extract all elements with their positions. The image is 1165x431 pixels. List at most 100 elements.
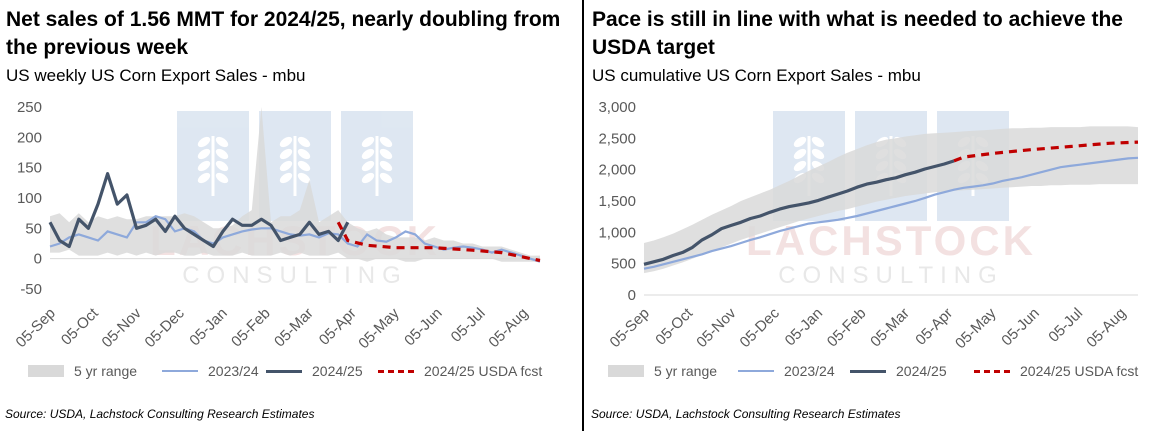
watermark-text: CONSULTING xyxy=(182,262,408,289)
wheat-grain-icon xyxy=(379,136,393,148)
series-line-2024-25-usda-fcst xyxy=(336,221,541,263)
x-tick-label: 05-May xyxy=(952,304,1000,352)
legend-swatch-2023-24 xyxy=(162,370,198,372)
chart-subtitle: US weekly US Corn Export Sales - mbu xyxy=(6,66,306,85)
y-tick-label: 200 xyxy=(17,129,42,146)
y-tick-label: 2,500 xyxy=(598,130,636,147)
chart-subtitle: US cumulative US Corn Export Sales - mbu xyxy=(592,66,921,85)
legend-item-fcst: 2024/25 USDA fcst xyxy=(974,363,1138,379)
legend-swatch-range xyxy=(608,365,644,377)
wheat-grain-icon xyxy=(297,148,311,160)
legend-swatch-range xyxy=(28,365,64,377)
legend-item-fcst: 2024/25 USDA fcst xyxy=(378,363,542,379)
wheat-grain-icon xyxy=(379,160,393,172)
series-line-2024-25-usda-fcst xyxy=(953,140,1139,163)
x-tick-label: 05-Jan xyxy=(186,305,230,349)
legend-swatch-2023-24 xyxy=(738,370,774,372)
legend-item-range: 5 yr range xyxy=(28,363,137,379)
x-tick-label: 05-Sep xyxy=(13,305,59,351)
x-tick-label: 05-Feb xyxy=(228,305,274,351)
chart-title: Net sales of 1.56 MMT for 2024/25, nearl… xyxy=(6,8,561,59)
wheat-grain-icon xyxy=(215,136,229,148)
y-tick-label: 100 xyxy=(17,190,42,207)
x-tick-label: 05-Apr xyxy=(316,305,360,349)
wheat-grain-icon xyxy=(379,172,393,184)
source-note: Source: USDA, Lachstock Consulting Resea… xyxy=(5,407,315,421)
wheat-grain-icon xyxy=(811,148,825,160)
x-tick-label: 05-Apr xyxy=(912,305,956,349)
wheat-grain-icon xyxy=(197,148,211,160)
legend-item-range: 5 yr range xyxy=(608,363,717,379)
x-tick-label: 05-Jun xyxy=(401,305,445,349)
y-tick-label: 0 xyxy=(628,287,636,304)
wheat-grain-icon xyxy=(361,160,375,172)
legend-item-2024-25: 2024/25 xyxy=(266,363,363,379)
wheat-grain-icon xyxy=(297,172,311,184)
cumulative-sales-panel: Pace is still in line with what is neede… xyxy=(586,0,1165,431)
source-note: Source: USDA, Lachstock Consulting Resea… xyxy=(591,407,901,421)
wheat-grain-icon xyxy=(361,172,375,184)
y-tick-label: 500 xyxy=(611,256,636,273)
x-tick-label: 05-Aug xyxy=(485,305,531,351)
wheat-grain-icon xyxy=(279,136,293,148)
wheat-grain-icon xyxy=(279,172,293,184)
x-tick-label: 05-Feb xyxy=(824,305,870,351)
x-tick-label: 05-Dec xyxy=(142,304,189,351)
chart-legend: 5 yr range 2023/24 2024/25 2024/25 USDA … xyxy=(586,363,1165,385)
legend-item-2024-25: 2024/25 xyxy=(850,363,947,379)
x-tick-label: 05-Nov xyxy=(99,304,146,351)
y-tick-label: 1,000 xyxy=(598,224,636,241)
y-tick-label: 150 xyxy=(17,160,42,177)
weekly-sales-panel: Net sales of 1.56 MMT for 2024/25, nearl… xyxy=(0,0,580,431)
watermark-text: CONSULTING xyxy=(778,262,1004,289)
legend-label-2023-24: 2023/24 xyxy=(784,363,835,379)
legend-swatch-fcst xyxy=(378,369,414,373)
x-tick-label: 05-Mar xyxy=(271,305,317,351)
wheat-grain-icon xyxy=(811,136,825,148)
y-tick-label: 1,500 xyxy=(598,193,636,210)
five-year-range-band xyxy=(644,126,1138,274)
legend-label-range: 5 yr range xyxy=(654,363,718,379)
chart-title: Pace is still in line with what is neede… xyxy=(592,8,1123,59)
wheat-grain-icon xyxy=(379,148,393,160)
x-tick-label: 05-Dec xyxy=(737,304,784,351)
x-tick-label: 05-Sep xyxy=(607,305,653,351)
series-line-2024-25 xyxy=(48,172,350,249)
legend-swatch-fcst xyxy=(974,369,1010,373)
watermark-text: LACHSTOCK xyxy=(746,217,1036,264)
legend-label-2023-24: 2023/24 xyxy=(208,363,259,379)
legend-label-range: 5 yr range xyxy=(74,363,138,379)
wheat-grain-icon xyxy=(793,136,807,148)
x-tick-label: 05-Mar xyxy=(867,305,913,351)
wheat-grain-icon xyxy=(197,136,211,148)
wheat-grain-icon xyxy=(361,136,375,148)
x-tick-label: 05-Jun xyxy=(998,305,1042,349)
wheat-grain-icon xyxy=(793,160,807,172)
x-tick-label: 05-Oct xyxy=(58,304,102,348)
legend-item-2023-24: 2023/24 xyxy=(162,363,259,379)
panel-divider xyxy=(582,0,584,431)
legend-swatch-2024-25 xyxy=(850,369,886,373)
wheat-grain-icon xyxy=(215,172,229,184)
wheat-grain-icon xyxy=(279,160,293,172)
wheat-grain-icon xyxy=(197,160,211,172)
x-tick-label: 05-May xyxy=(355,304,403,352)
y-tick-label: 250 xyxy=(17,99,42,116)
series-line-2023-24 xyxy=(643,156,1139,270)
legend-label-fcst: 2024/25 USDA fcst xyxy=(424,363,543,379)
wheat-grain-icon xyxy=(279,148,293,160)
wheat-grain-icon xyxy=(793,148,807,160)
chart-legend: 5 yr range 2023/24 2024/25 2024/25 USDA … xyxy=(0,363,580,385)
legend-swatch-2024-25 xyxy=(266,369,302,373)
five-year-range-band xyxy=(50,107,540,262)
legend-item-2023-24: 2023/24 xyxy=(738,363,835,379)
wheat-grain-icon xyxy=(197,172,211,184)
y-tick-label: -50 xyxy=(20,281,42,298)
y-tick-label: 50 xyxy=(25,220,42,237)
wheat-grain-icon xyxy=(297,160,311,172)
x-tick-label: 05-Jul xyxy=(448,305,489,346)
y-tick-label: 0 xyxy=(34,251,42,268)
x-tick-label: 05-Aug xyxy=(1083,305,1129,351)
